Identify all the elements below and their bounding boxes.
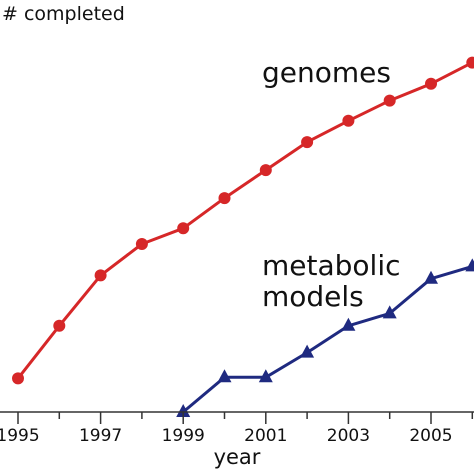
- genomes-point: [259, 164, 272, 177]
- x-tick-label: 1995: [0, 426, 40, 446]
- metabolic-models-series: [176, 258, 474, 417]
- genomes-point: [383, 94, 396, 107]
- metabolic-models-point: [341, 317, 356, 331]
- x-axis: 1995 1997 1999 2001 2003 2005: [0, 411, 474, 446]
- genomes-point: [301, 136, 314, 149]
- x-tick-label: 2001: [244, 426, 287, 446]
- metabolic-models-point: [176, 404, 191, 417]
- x-tick-label: 2005: [409, 426, 452, 446]
- genomes-series-label: genomes: [262, 56, 391, 89]
- genomes-point: [218, 192, 231, 205]
- y-axis-label: # completed: [2, 3, 125, 25]
- genomes-point: [12, 372, 24, 385]
- x-tick-label: 2003: [327, 426, 370, 446]
- genomes-point: [135, 238, 148, 250]
- genomes-series: [12, 56, 474, 385]
- metabolic-models-label-line2: models: [262, 280, 364, 313]
- metabolic-models-point: [424, 270, 438, 284]
- metabolic-models-point: [300, 344, 315, 358]
- metabolic-models-point: [258, 369, 273, 383]
- genomes-point: [94, 269, 107, 282]
- genomes-point: [53, 319, 66, 332]
- metabolic-models-point: [465, 258, 474, 272]
- genomes-point: [466, 56, 474, 69]
- metabolic-models-label-line1: metabolic: [262, 249, 401, 282]
- x-axis-label: year: [214, 445, 261, 469]
- x-tick-label: 1999: [162, 426, 205, 446]
- metabolic-models-markers: [176, 258, 474, 417]
- x-axis-ticks: 1995 1997 1999 2001 2003 2005: [0, 412, 474, 446]
- genomes-point: [425, 77, 437, 90]
- metabolic-models-point: [382, 305, 397, 319]
- metabolic-models-point: [217, 369, 232, 383]
- x-tick-label: 1997: [79, 426, 122, 446]
- genomes-markers: [12, 56, 474, 385]
- genomes-line: [16, 61, 473, 380]
- genomes-point: [342, 114, 355, 127]
- genomes-point: [177, 222, 190, 235]
- metabolic-models-line: [182, 264, 473, 414]
